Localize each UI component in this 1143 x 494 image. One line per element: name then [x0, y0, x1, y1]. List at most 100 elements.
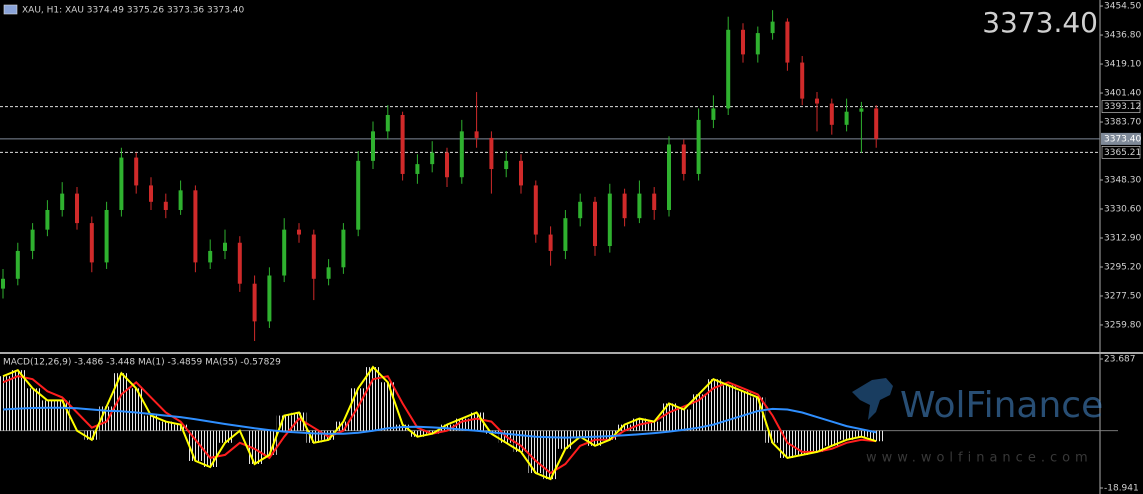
candle-body	[829, 103, 834, 125]
candle-body	[356, 160, 361, 230]
level-label-box	[1101, 146, 1141, 159]
candle-body	[533, 185, 538, 235]
macd-line	[2, 406, 877, 439]
watermark-brand: WolFinance	[900, 385, 1103, 426]
y-tick-label: 3295.20	[1104, 262, 1141, 272]
candle-body	[563, 218, 568, 251]
macd-bar	[40, 400, 55, 431]
candle-body	[30, 229, 35, 251]
candle-body	[282, 229, 287, 276]
macd-bar	[424, 430, 440, 434]
candle-body	[445, 152, 449, 178]
candle-body	[785, 21, 790, 63]
macd-bar	[10, 370, 26, 431]
candle-body	[519, 160, 523, 186]
macd-line	[2, 375, 877, 475]
macd-bar	[84, 430, 100, 440]
last-price-box	[1101, 132, 1141, 145]
candle-body	[15, 250, 20, 279]
y-tick-label: 3330.60	[1104, 205, 1141, 215]
candle-body	[163, 201, 168, 210]
level-label: 3393.12	[1104, 102, 1141, 112]
macd-bar	[54, 400, 70, 431]
candle-body	[134, 157, 139, 186]
macd-bar	[336, 421, 351, 431]
candle-body	[208, 250, 213, 263]
macd-header: MACD(12,26,9) -3.486 -3.448 MA(1) -3.485…	[3, 358, 281, 368]
candle-body	[267, 275, 272, 322]
candle-body	[755, 33, 760, 55]
candle-body	[430, 152, 435, 165]
candle-body	[1, 278, 5, 289]
last-price-label: 3373.40	[1104, 134, 1141, 144]
macd-bar	[839, 430, 854, 440]
macd-bar	[410, 430, 425, 437]
candle-body	[489, 137, 494, 170]
macd-bar	[202, 430, 218, 467]
macd-bar	[350, 388, 366, 431]
macd-bar	[617, 424, 632, 431]
candle-body	[223, 242, 227, 251]
candle-body	[341, 229, 346, 268]
level-label: 3365.21	[1104, 148, 1141, 158]
symbol-icon	[3, 4, 18, 15]
y-tick-label: 3312.90	[1104, 233, 1141, 243]
macd-bar	[380, 382, 396, 431]
candle-body	[400, 114, 405, 174]
macd-bar	[365, 367, 381, 431]
candle-body	[504, 160, 509, 170]
macd-bar	[809, 430, 825, 452]
candle-body	[311, 234, 316, 279]
macd-bar	[676, 409, 692, 431]
candle-body	[874, 108, 879, 139]
candle-body	[474, 131, 479, 138]
candle-body	[711, 108, 716, 120]
candle-body	[459, 131, 464, 178]
macd-bar	[735, 391, 751, 431]
candle-body	[89, 223, 94, 263]
macd-bar	[158, 421, 174, 431]
y-tick-label: 23.687	[1104, 355, 1136, 365]
candle-body	[60, 193, 65, 210]
macd-bar	[646, 421, 662, 431]
macd-bar	[143, 415, 159, 431]
candle-body	[593, 201, 597, 247]
macd-bar	[691, 394, 706, 431]
candle-body	[149, 185, 153, 202]
candle-body	[578, 201, 583, 219]
candle-body	[815, 98, 819, 104]
candle-body	[696, 119, 701, 174]
macd-bar	[661, 403, 677, 431]
macd-bar	[173, 424, 188, 431]
macd-bar	[217, 430, 233, 443]
candle-body	[75, 193, 79, 224]
macd-bar	[128, 388, 144, 431]
y-tick-label: 3277.50	[1104, 291, 1141, 301]
y-tick-label: 3436.80	[1104, 31, 1141, 41]
level-label-box	[1101, 100, 1141, 113]
macd-line	[2, 365, 877, 481]
macd-bar	[321, 430, 336, 440]
y-tick-label: 3383.70	[1104, 118, 1141, 128]
candle-body	[622, 193, 627, 219]
candle-body	[681, 144, 686, 174]
y-tick-label: 3454.50	[1104, 2, 1141, 12]
candle-body	[326, 267, 331, 279]
candle-body	[607, 193, 612, 247]
y-tick-label: 3348.30	[1104, 176, 1141, 186]
y-tick-label: 3401.40	[1104, 89, 1141, 99]
candle-body	[667, 144, 671, 210]
candle-body	[637, 193, 642, 219]
macd-bar	[25, 388, 40, 431]
macd-bar	[868, 430, 884, 442]
candle-body	[178, 190, 183, 210]
y-tick-label: 3259.80	[1104, 320, 1141, 330]
macd-bar	[558, 430, 573, 449]
candle-body	[726, 29, 731, 109]
candle-body	[119, 157, 124, 210]
macd-bar	[720, 385, 736, 431]
watermark-url: www.wolfinance.com	[866, 451, 1093, 466]
candle-body	[45, 209, 50, 230]
macd-bar	[262, 430, 277, 455]
